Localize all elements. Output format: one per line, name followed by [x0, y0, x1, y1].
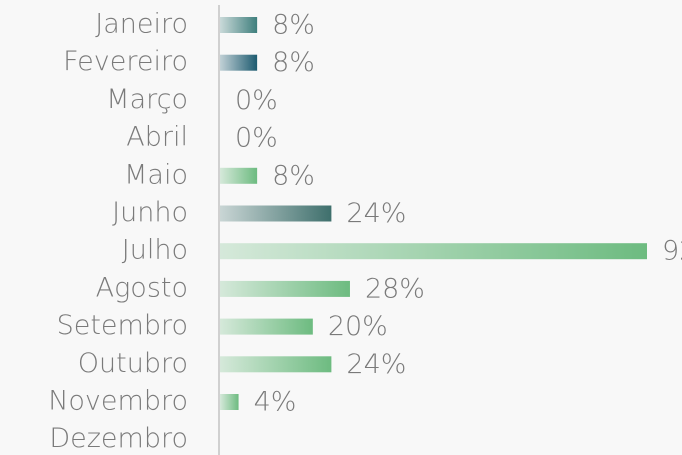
bar — [220, 205, 332, 222]
bar — [220, 318, 313, 335]
bar — [220, 394, 239, 410]
value-label: 0% — [235, 123, 278, 154]
category-label: Setembro — [57, 310, 188, 341]
category-label: Novembro — [48, 386, 188, 417]
value-label: 8% — [272, 160, 315, 191]
value-label: 20% — [328, 311, 388, 342]
category-label: Agosto — [96, 272, 188, 303]
bar — [220, 356, 332, 373]
category-label: Junho — [112, 197, 188, 228]
category-label: Julho — [122, 235, 188, 266]
category-label: Abril — [126, 122, 188, 153]
value-label: 28% — [365, 273, 425, 304]
value-label: 24% — [346, 198, 406, 229]
bar — [220, 17, 258, 33]
value-label: 24% — [346, 349, 406, 380]
category-label: Outubro — [78, 348, 188, 379]
category-label: Dezembro — [49, 423, 188, 454]
value-label: 8% — [272, 10, 315, 41]
bar — [220, 54, 258, 71]
bar — [220, 280, 350, 297]
category-label: Maio — [124, 159, 188, 190]
bar — [220, 167, 258, 184]
category-label: Março — [106, 84, 188, 115]
bar — [220, 243, 647, 260]
category-label: Fevereiro — [63, 46, 188, 77]
value-label: 8% — [272, 47, 315, 78]
value-label: 0% — [235, 85, 278, 116]
value-label: 92% — [662, 236, 682, 267]
category-label: Janeiro — [95, 9, 188, 40]
value-label: 4% — [254, 387, 297, 418]
